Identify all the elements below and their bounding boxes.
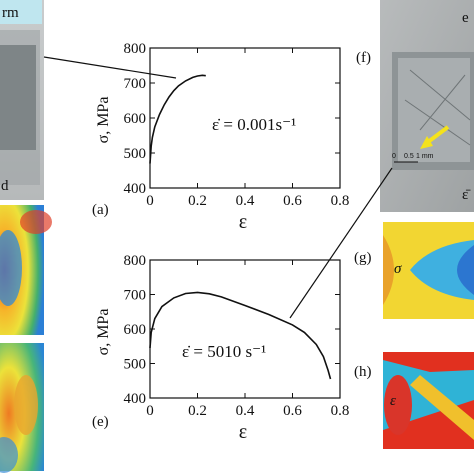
leader-line-e xyxy=(290,168,392,318)
y-tick-label: 400 xyxy=(124,391,147,407)
contour-map-h xyxy=(383,352,474,449)
panel-label-g: (g) xyxy=(354,250,372,266)
y-tick-label: 800 xyxy=(124,253,147,269)
chart-a: 0 0.2 0.4 0.6 0.8 400 500 600 700 800 ε σ, MPa ε̇ = … xyxy=(95,41,349,233)
plot-frame xyxy=(150,260,340,398)
left-photo-panel: rm d xyxy=(0,0,44,200)
stress-strain-curve xyxy=(150,292,331,379)
right-photo-panel: 0 0.5 1 mm e ε̄ xyxy=(380,0,474,212)
scale-bar-label-mid: 0.5 xyxy=(404,153,414,160)
panel-label-h: (h) xyxy=(354,364,372,380)
y-axis-label: σ, MPa xyxy=(95,309,112,356)
x-tick-label: 0.6 xyxy=(283,403,302,419)
chart-e: 0 0.2 0.4 0.6 0.8 400 500 600 700 800 ε σ, MPa ε̇ = … xyxy=(95,253,349,443)
panel-label-e: (e) xyxy=(92,414,109,430)
stress-strain-curve xyxy=(150,75,206,163)
leader-line-a xyxy=(44,57,176,78)
y-tick-label: 600 xyxy=(124,322,147,338)
left-photo-side-label: d xyxy=(1,178,9,194)
panel-label-a: (a) xyxy=(92,202,109,218)
strain-rate-annotation: ε̇ = 5010 s⁻¹ xyxy=(182,342,266,361)
contour-h-symbol: ε xyxy=(390,393,396,409)
y-tick-label: 500 xyxy=(124,146,147,162)
y-tick-label: 500 xyxy=(124,357,147,373)
x-tick-label: 0.8 xyxy=(331,403,350,419)
x-tick-label: 0.2 xyxy=(188,403,207,419)
y-tick-label: 400 xyxy=(124,181,147,197)
x-tick-label: 0.6 xyxy=(283,193,302,209)
contour-g-symbol: σ xyxy=(394,261,402,277)
scale-bar-label-0: 0 xyxy=(392,153,396,160)
y-tick-label: 800 xyxy=(124,41,147,57)
x-axis-label: ε xyxy=(239,421,247,443)
left-contour-map-2 xyxy=(0,343,44,473)
x-axis-label: ε xyxy=(239,211,247,233)
y-tick-label: 600 xyxy=(124,111,147,127)
x-tick-label: 0 xyxy=(146,193,154,209)
x-tick-label: 0.4 xyxy=(236,403,255,419)
y-tick-label: 700 xyxy=(124,76,147,92)
scale-bar-label-max: 1 mm xyxy=(416,153,434,160)
x-tick-label: 0 xyxy=(146,403,154,419)
y-tick-label: 700 xyxy=(124,288,147,304)
x-tick-label: 0.8 xyxy=(331,193,350,209)
left-photo-caption: rm xyxy=(2,5,19,21)
strain-rate-annotation: ε̇ = 0.001s⁻¹ xyxy=(212,115,296,134)
left-contour-map-1 xyxy=(0,205,52,335)
right-photo-caption: e xyxy=(462,10,469,26)
x-tick-label: 0.2 xyxy=(188,193,207,209)
panel-label-f: (f) xyxy=(356,50,371,66)
y-axis-label: σ, MPa xyxy=(95,97,112,144)
x-tick-label: 0.4 xyxy=(236,193,255,209)
